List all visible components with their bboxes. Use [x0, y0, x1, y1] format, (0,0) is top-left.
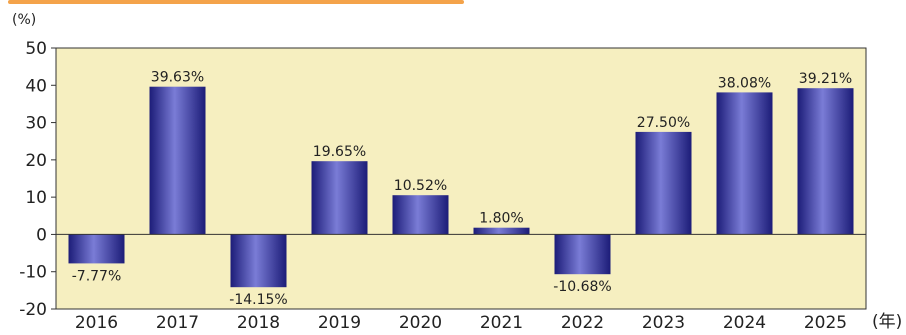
- bar-2022: [554, 234, 611, 275]
- y-tick-label: -10: [19, 263, 47, 283]
- x-axis-unit-label: (年): [872, 312, 902, 331]
- data-label-2020: 10.52%: [394, 178, 447, 194]
- bar-2023: [635, 131, 692, 235]
- y-tick-label: 0: [36, 225, 47, 245]
- y-tick-label: -20: [19, 300, 47, 320]
- x-tick-label-2018: 2018: [237, 313, 280, 331]
- data-labels-group: -7.77% 39.63% -14.15% 19.65% 10.52% 1.80% -10.…: [72, 70, 852, 309]
- data-label-2023: 27.50%: [637, 115, 690, 131]
- bar-2025: [797, 88, 854, 235]
- y-tick-label: 50: [25, 39, 47, 59]
- x-axis-ticks: 2016 2017 2018 2019 2020 2021 2022 2023 2024 2025: [75, 313, 847, 333]
- top-decoration-band: [8, 0, 464, 4]
- data-label-2021: 1.80%: [479, 211, 523, 227]
- data-label-2025: 39.21%: [799, 71, 852, 87]
- y-tick-label: 10: [25, 188, 47, 208]
- bar-2024: [716, 92, 773, 235]
- data-label-2018: -14.15%: [229, 292, 287, 308]
- bar-2019: [311, 161, 368, 235]
- data-label-2019: 19.65%: [313, 144, 366, 160]
- bar-2021: [473, 227, 530, 235]
- y-tick-label: 40: [25, 76, 47, 96]
- x-tick-label-2016: 2016: [75, 313, 118, 331]
- bar-2017: [149, 86, 206, 235]
- x-tick-label-2023: 2023: [642, 313, 685, 331]
- bar-2018: [230, 234, 287, 288]
- y-tick-label: 30: [25, 114, 47, 134]
- y-axis-unit-label: (%): [12, 12, 36, 28]
- x-tick-label-2019: 2019: [318, 313, 361, 331]
- data-label-2022: -10.68%: [553, 279, 611, 295]
- bars-group: [68, 86, 854, 288]
- y-axis-ticks: 50 40 30 20 10 0 -10 -20: [19, 39, 56, 320]
- x-tick-label-2022: 2022: [561, 313, 604, 331]
- data-label-2024: 38.08%: [718, 75, 771, 91]
- data-label-2017: 39.63%: [151, 70, 204, 86]
- x-tick-label-2024: 2024: [723, 313, 766, 331]
- x-tick-label-2020: 2020: [399, 313, 442, 331]
- x-tick-label-2025: 2025: [804, 313, 847, 331]
- x-tick-label-2017: 2017: [156, 313, 199, 331]
- data-label-2016: -7.77%: [72, 268, 122, 284]
- bar-2016: [68, 234, 125, 264]
- x-tick-label-2021: 2021: [480, 313, 523, 331]
- y-tick-label: 20: [25, 151, 47, 171]
- bar-2020: [392, 195, 449, 235]
